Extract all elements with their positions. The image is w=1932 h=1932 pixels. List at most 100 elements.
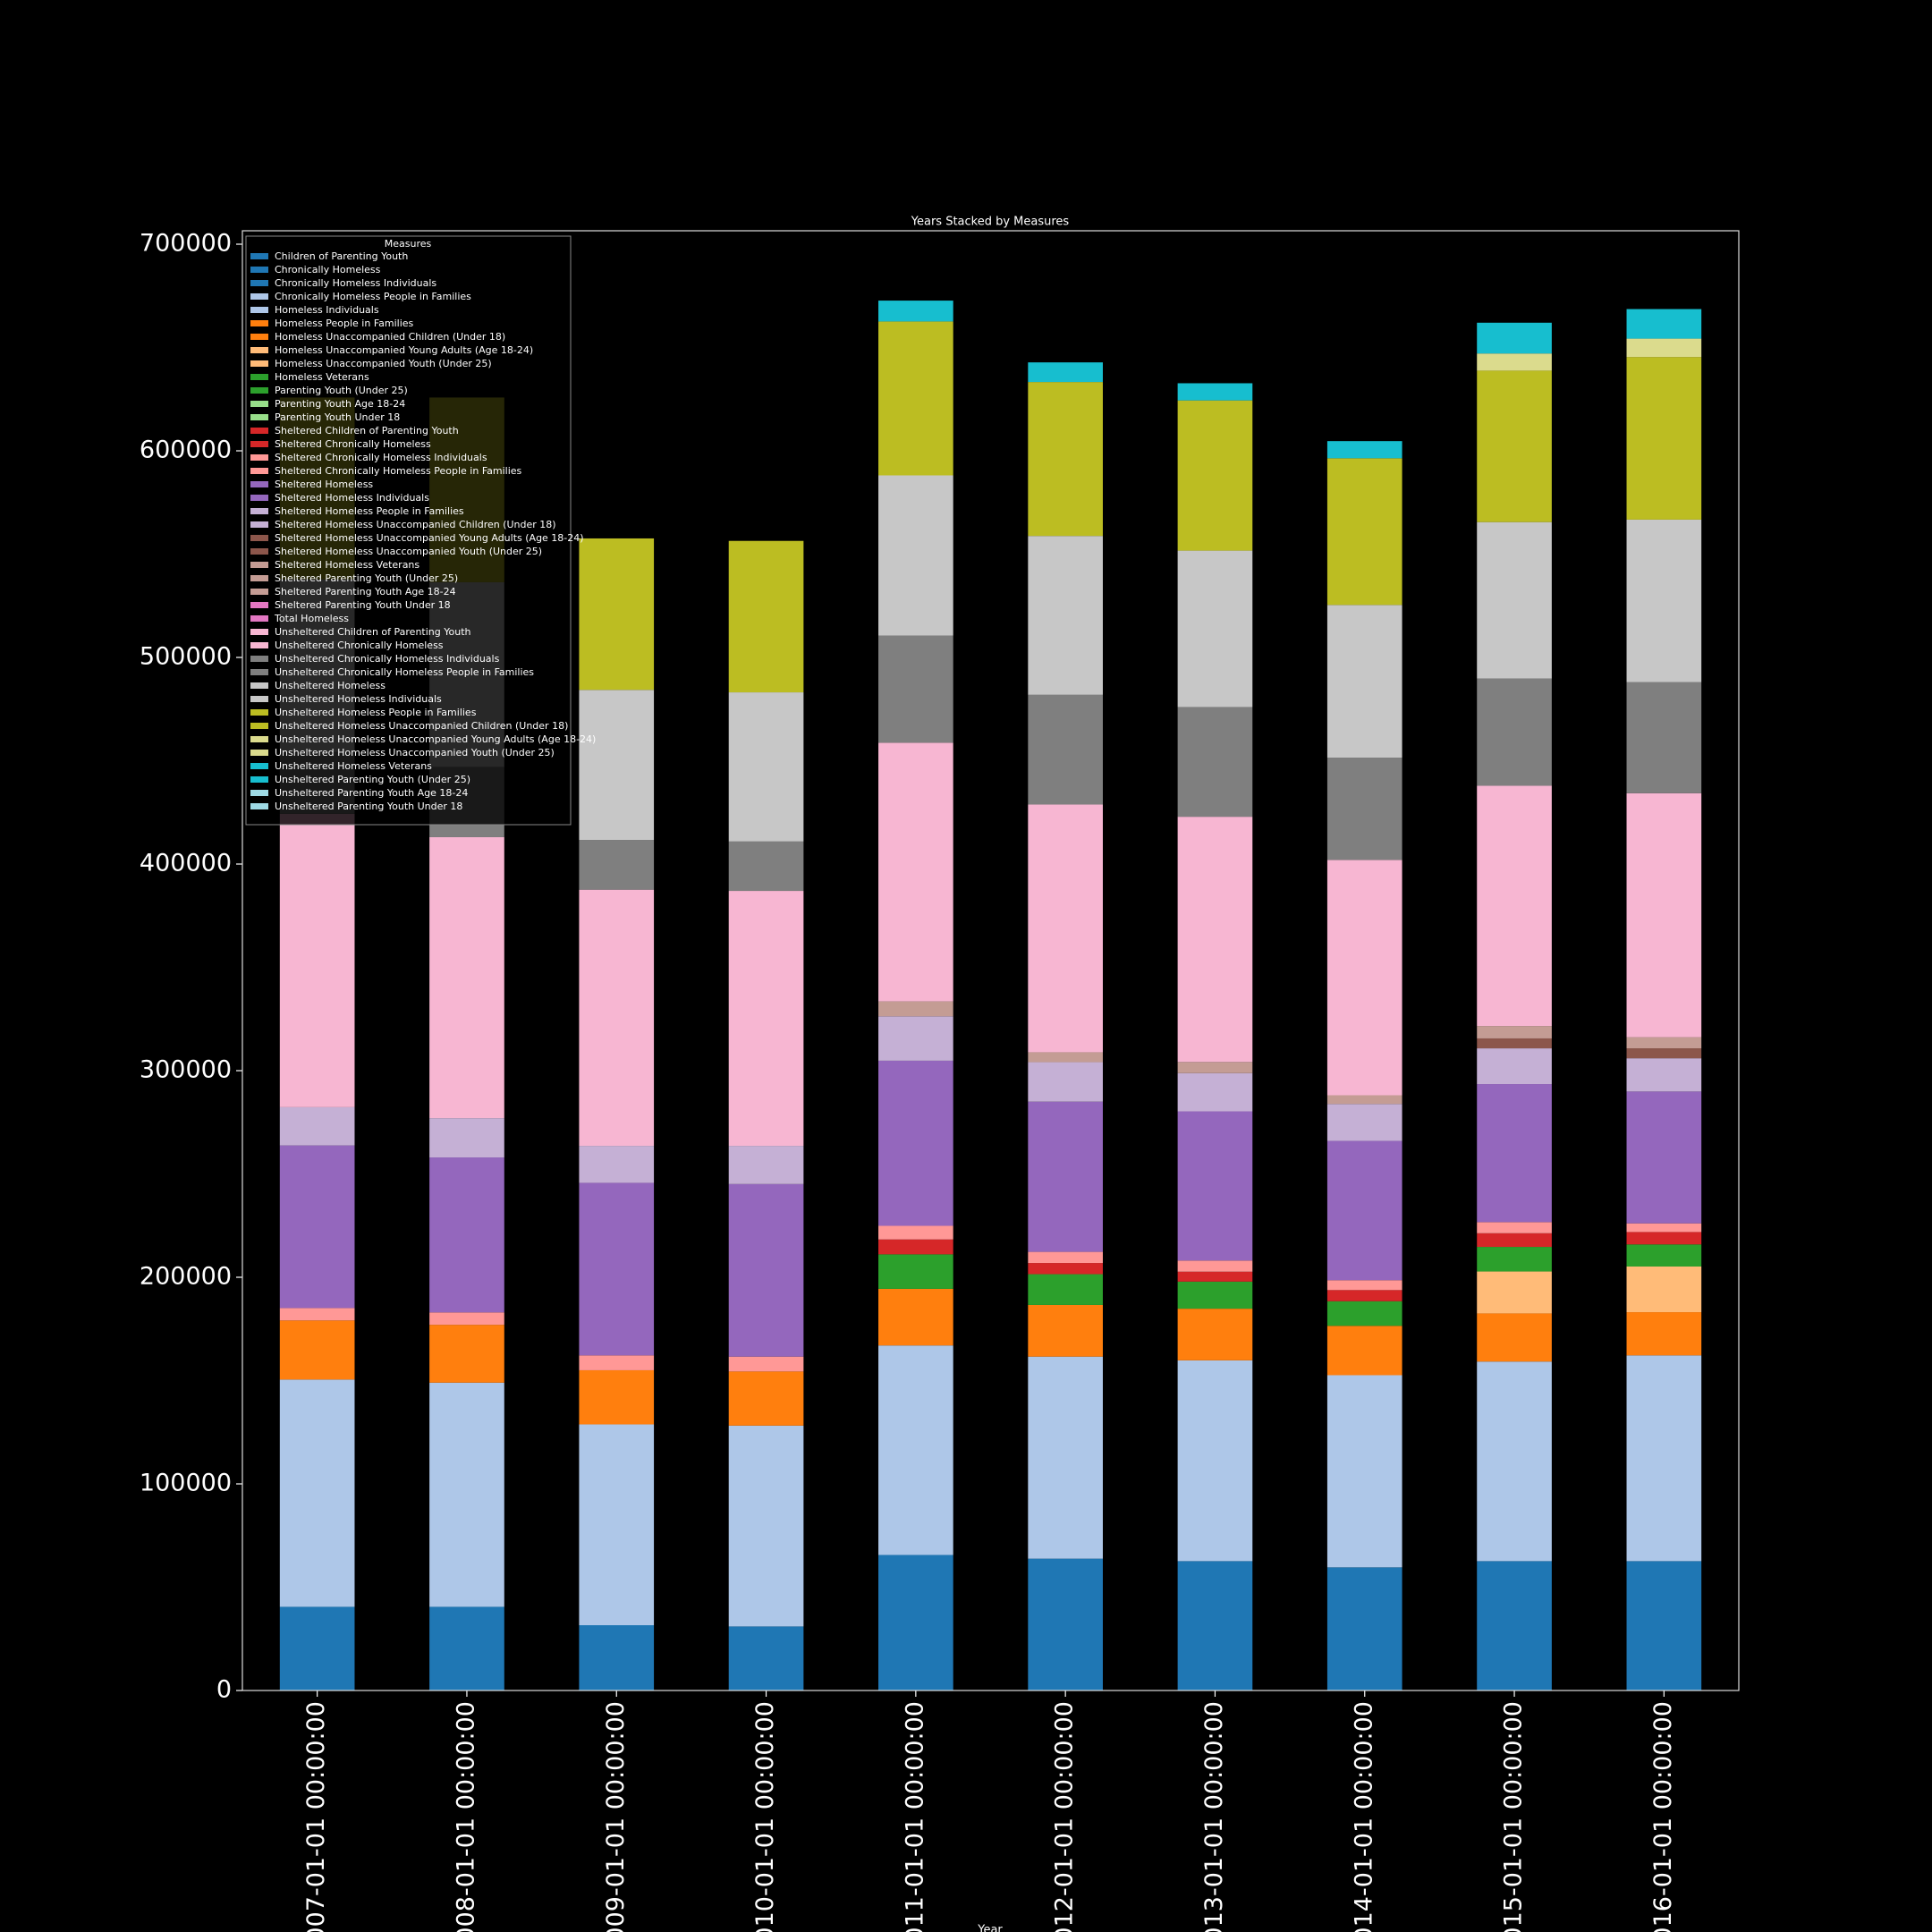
legend-label: Unsheltered Parenting Youth Under 18 [275,801,462,812]
bar-segment [1028,362,1103,383]
legend-swatch [250,360,268,367]
legend-label: Unsheltered Homeless People in Families [275,707,477,718]
bar-segment [1477,353,1552,371]
bar-segment [728,1146,804,1184]
bar-segment [1626,1561,1702,1690]
bar-segment [1177,1360,1253,1562]
bar-segment [878,635,953,743]
bar-segment [1626,1232,1702,1245]
bar-segment [1177,383,1253,401]
legend-label: Unsheltered Homeless Individuals [275,693,442,705]
y-tick-label: 100000 [140,1470,232,1497]
legend-swatch [250,481,268,487]
bar-segment [1177,1072,1253,1112]
bar-segment [1626,792,1702,1038]
bar-segment [579,1424,655,1626]
legend-swatch [250,428,268,434]
bar-segment [728,692,804,842]
bar-segment [1477,1038,1552,1049]
legend-label: Sheltered Chronically Homeless People in… [275,465,522,477]
legend-swatch [250,401,268,407]
bar-segment [579,538,655,691]
legend-label: Chronically Homeless [275,264,381,275]
x-axis-label: Year [977,1924,1003,1932]
bar-segment [429,1157,504,1313]
legend-swatch [250,293,268,300]
bar-segment [878,475,953,636]
legend-swatch [250,736,268,742]
bar-segment [1477,370,1552,522]
bar-segment [1326,1104,1402,1141]
bar-segment [1326,1375,1402,1568]
legend-swatch [250,589,268,595]
bar-segment [1028,1062,1103,1102]
legend-label: Homeless Unaccompanied Children (Under 1… [275,331,505,343]
legend-swatch [250,562,268,568]
legend-swatch [250,387,268,394]
bar-segment [878,1225,953,1240]
bar-segment [878,742,953,1002]
bar-segment [728,1356,804,1372]
x-tick-label: 2008-01-01 00:00:00 [452,1701,479,1932]
bar-segment [1028,382,1103,537]
legend-label: Unsheltered Parenting Youth Age 18-24 [275,787,468,799]
legend-label: Sheltered Chronically Homeless Individua… [275,452,487,463]
bar-segment [1326,1280,1402,1291]
bar-segment [878,1555,953,1690]
bar-segment [429,836,504,1119]
legend-label: Parenting Youth (Under 25) [275,385,408,396]
legend-label: Sheltered Homeless Unaccompanied Youth (… [275,546,542,557]
bar-segment [1028,536,1103,695]
legend-swatch [250,535,268,541]
legend-label: Unsheltered Chronically Homeless People … [275,666,534,678]
bar-segment [1477,1026,1552,1038]
bar-segment [1477,1222,1552,1233]
bar-segment [1477,521,1552,679]
legend-label: Homeless Veterans [275,371,369,383]
y-tick-label: 500000 [140,643,232,671]
bar-segment [878,1001,953,1017]
bar-segment [1326,458,1402,606]
bar-segment [1626,1312,1702,1356]
legend-label: Total Homeless [274,613,349,624]
bar-segment [1028,1263,1103,1275]
bar-segment [1626,1244,1702,1267]
bar-segment [728,1425,804,1627]
bar-segment [878,301,953,322]
bar-segment [1028,1052,1103,1063]
legend-swatch [250,320,268,326]
bar-segment [728,891,804,1147]
legend-label: Parenting Youth Under 18 [275,411,400,423]
bar-segment [1477,1048,1552,1085]
bar-segment [878,1254,953,1289]
bar-segment [1626,1091,1702,1224]
legend-swatch [250,776,268,783]
bar-segment [1477,1561,1552,1690]
legend-swatch [250,267,268,273]
legend-swatch [250,253,268,259]
bar-segment [1477,1084,1552,1223]
legend-swatch [250,280,268,286]
bar-segment [1477,1233,1552,1248]
bar-segment [1326,1140,1402,1281]
legend-swatch [250,602,268,608]
legend-swatch [250,709,268,716]
bar-segment [1477,1313,1552,1362]
legend-label: Sheltered Parenting Youth Age 18-24 [275,586,456,597]
legend-swatch [250,575,268,581]
bar-segment [279,1145,355,1309]
x-tick-label: 2012-01-01 00:00:00 [1051,1701,1079,1932]
legend-swatch [250,629,268,635]
bar-segment [728,841,804,892]
legend-swatch [250,790,268,796]
bar-segment [579,1625,655,1690]
x-tick-label: 2009-01-01 00:00:00 [602,1701,630,1932]
bar-segment [878,1239,953,1255]
legend-label: Homeless People in Families [275,318,414,329]
legend-swatch [250,414,268,420]
bar-segment [1626,357,1702,520]
legend-label: Children of Parenting Youth [275,250,408,262]
legend-swatch [250,803,268,809]
bar-segment [579,889,655,1147]
